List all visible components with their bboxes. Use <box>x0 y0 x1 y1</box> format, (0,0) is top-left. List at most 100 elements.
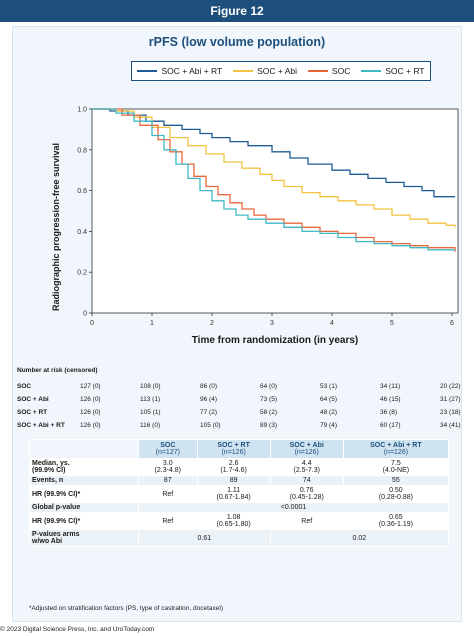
km-line-3 <box>92 108 455 251</box>
legend-item-soc: SOC <box>307 66 351 76</box>
chart-title: rPFS (low volume population) <box>148 35 326 49</box>
y-tick-label: 0.8 <box>77 147 87 154</box>
x-tick-label: 0 <box>90 320 94 327</box>
y-tick-label: 1.0 <box>77 107 87 114</box>
risk-cell: 73 (5) <box>260 396 277 403</box>
y-tick-label: 0.2 <box>77 270 87 277</box>
cell-hr2-soc-rt: 1.08 (0.65-1.80) <box>196 512 271 530</box>
x-tick-label: 5 <box>390 320 394 327</box>
y-tick-label: 0.6 <box>77 188 87 195</box>
legend-label-soc-rt: SOC + RT <box>385 66 425 76</box>
cell-median-soc: 3.0 (2.3-4.8) <box>138 458 198 476</box>
cell-hr2-soc-abi-rt: 0.65 (0.36-1.19) <box>342 512 450 530</box>
risk-cell: 20 (22) <box>440 383 461 390</box>
legend-item-soc-abi-rt: SOC + Abi + RT <box>137 66 222 76</box>
row-label-p-arms: P-values arms w/wo Abi <box>29 529 139 547</box>
row-label-median: Median, ys. (99.9% CI) <box>29 458 139 476</box>
footnote: *Adjusted on stratification factors (PS,… <box>29 605 224 612</box>
risk-cell: 113 (1) <box>140 396 161 403</box>
x-tick-label: 4 <box>330 320 334 327</box>
risk-cell: 86 (0) <box>200 383 217 390</box>
legend-swatch-soc-abi-rt <box>137 70 158 72</box>
copyright: © 2023 Digital Science Press, Inc. and U… <box>0 626 155 633</box>
risk-cell: 126 (0) <box>80 396 101 403</box>
cell-global-p: <0.0001 <box>138 502 449 513</box>
y-tick-label: 0.4 <box>77 229 87 236</box>
risk-cell: 126 (0) <box>80 422 101 429</box>
km-line-1 <box>92 108 456 228</box>
row-hr-2: HR (99.9% CI)* Ref 1.08 (0.65-1.80) Ref 0… <box>29 512 450 530</box>
summary-table-container: SOC (n=127) SOC + RT (n=126) SOC + Abi (n=1… <box>13 439 463 599</box>
legend-label-soc: SOC <box>331 66 351 76</box>
risk-table-title: Number at risk (censored) <box>17 367 98 374</box>
row-hr-1: HR (99.9% CI)* Ref 1.11 (0.67-1.84) 0.76(… <box>29 485 450 503</box>
col-header-soc-abi: SOC + Abi (n=126) <box>269 439 344 459</box>
row-label-global-p: Global p-value <box>29 502 139 513</box>
cell-hr1-soc-abi: 0.76 (0.45-1.28) <box>269 485 344 503</box>
figure-header: Figure 12 <box>0 0 474 22</box>
summary-table: SOC (n=127) SOC + RT (n=126) SOC + Abi (n=1… <box>29 439 450 547</box>
row-label-events: Events, n <box>29 475 139 486</box>
risk-row: SOC 127 (0) 108 (0) 86 (0) 64 (0) 53 (1) 34 (1… <box>13 383 463 395</box>
row-p-arms: P-values arms w/wo Abi 0.61 0.02 <box>29 529 450 547</box>
risk-row: SOC + Abi + RT 126 (0) 116 (0) 105 (0) 89 (3… <box>13 422 463 434</box>
legend-swatch-soc-rt <box>361 70 382 72</box>
risk-cell: 60 (17) <box>380 422 401 429</box>
legend-label-soc-abi: SOC + Abi <box>257 66 298 76</box>
cell-events-soc-rt: 89 <box>196 475 271 486</box>
chart-legend: SOC + Abi + RT SOC + Abi SOC SOC + RT <box>131 61 431 81</box>
risk-cell: 34 (41) <box>440 422 461 429</box>
x-axis-label: Time from randomization (in years) <box>192 335 359 346</box>
risk-cell: 79 (4) <box>320 422 337 429</box>
risk-cell: 58 (2) <box>260 409 277 416</box>
risk-row-label: SOC + RT <box>17 409 48 416</box>
cell-median-soc-abi: 4.4 (2.5-7.3) <box>269 458 344 476</box>
cell-events-soc: 87 <box>138 475 198 486</box>
risk-cell: 89 (3) <box>260 422 277 429</box>
risk-cell: 36 (8) <box>380 409 397 416</box>
km-plot: 0 0.2 0.4 0.6 0.8 1.0 0 1 2 3 4 5 6 Radiographic pro… <box>51 107 459 346</box>
risk-cell: 53 (1) <box>320 383 337 390</box>
y-tick-label: 0 <box>83 311 87 318</box>
risk-cell: 126 (0) <box>80 409 101 416</box>
risk-cell: 127 (0) <box>80 383 101 390</box>
risk-row-label: SOC + Abi <box>17 396 49 403</box>
risk-cell: 46 (15) <box>380 396 401 403</box>
km-line-0 <box>92 108 455 198</box>
row-events: Events, n 87 89 74 55 <box>29 475 450 486</box>
risk-cell: 108 (0) <box>140 383 161 390</box>
risk-cell: 77 (2) <box>200 409 217 416</box>
risk-cell: 48 (2) <box>320 409 337 416</box>
summary-corner <box>29 439 139 459</box>
cell-hr1-soc-rt: 1.11 (0.67-1.84) <box>196 485 271 503</box>
legend-swatch-soc-abi <box>233 70 254 72</box>
km-axes: 0 0.2 0.4 0.6 0.8 1.0 0 1 2 3 4 5 6 <box>77 107 459 327</box>
plot-area <box>91 108 459 314</box>
risk-cell: 96 (4) <box>200 396 217 403</box>
risk-row: SOC + RT 126 (0) 105 (1) 77 (2) 58 (2) 48 (2)… <box>13 409 463 421</box>
x-tick-label: 6 <box>450 320 454 327</box>
col-header-soc-rt: SOC + RT (n=126) <box>196 439 271 459</box>
risk-cell: 105 (1) <box>140 409 161 416</box>
legend-item-soc-abi: SOC + Abi <box>233 66 297 76</box>
risk-cell: 23 (18) <box>440 409 461 416</box>
col-header-soc-abi-rt: SOC + Abi + RT (n=126) <box>342 439 450 459</box>
figure-panel: rPFS (low volume population) SOC + Abi +… <box>12 26 462 622</box>
summary-header-row: SOC (n=127) SOC + RT (n=126) SOC + Abi (n=1… <box>29 439 450 459</box>
cell-median-soc-abi-rt: 7.5 (4.0-NE) <box>342 458 450 476</box>
risk-row-label: SOC + Abi + RT <box>17 422 65 429</box>
km-line-2 <box>92 108 456 252</box>
row-label-hr-2: HR (99.9% CI)* <box>29 512 139 530</box>
risk-row-label: SOC <box>17 383 32 390</box>
col-header-soc: SOC (n=127) <box>138 439 198 459</box>
legend-swatch-soc <box>307 70 328 72</box>
cell-hr1-soc-abi-rt: 0.50 (0.28-0.88) <box>342 485 450 503</box>
risk-cell: 105 (0) <box>200 422 221 429</box>
cell-hr2-soc: Ref <box>138 512 198 530</box>
row-label-hr-1: HR (99.9% CI)* <box>29 485 139 503</box>
cell-p-arms-abi-rt: 0.02 <box>269 529 450 547</box>
cell-median-soc-rt: 2.6 (1.7-4.6) <box>196 458 271 476</box>
cell-events-soc-abi-rt: 55 <box>342 475 450 486</box>
row-median: Median, ys. (99.9% CI) 3.0 (2.3-4.8) 2.6 (1… <box>29 458 450 476</box>
legend-label-soc-abi-rt: SOC + Abi + RT <box>161 66 223 76</box>
